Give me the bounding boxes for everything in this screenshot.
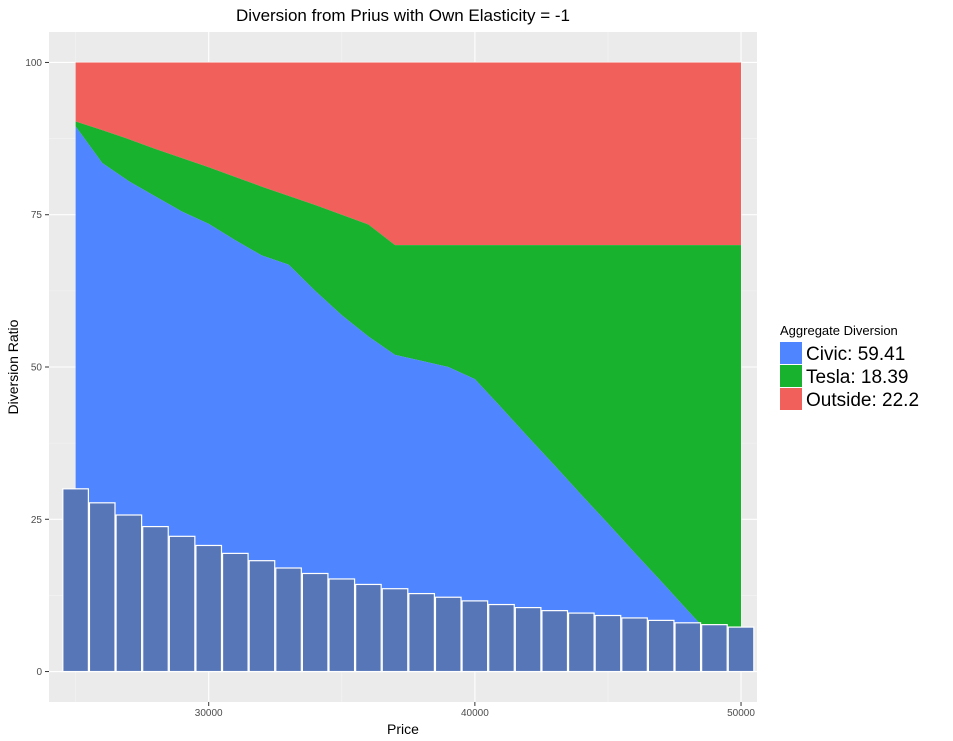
y-tick-label: 100 — [25, 58, 42, 69]
legend-label-outside: Outside: 22.2 — [806, 390, 919, 411]
chart-title: Diversion from Prius with Own Elasticity… — [236, 6, 570, 25]
bar — [541, 610, 569, 673]
bar — [434, 596, 462, 673]
bar — [275, 567, 302, 673]
x-tick-label: 40000 — [461, 708, 489, 719]
x-axis: 30000 40000 50000 — [195, 702, 755, 719]
x-tick-label: 30000 — [195, 708, 223, 719]
bar — [301, 572, 329, 673]
bar — [674, 622, 702, 673]
y-tick-label: 0 — [36, 667, 42, 678]
legend-key-outside — [780, 388, 802, 410]
bar — [142, 525, 169, 673]
x-axis-title: Price — [387, 721, 419, 737]
area-tesla — [75, 121, 742, 669]
bar — [594, 614, 622, 673]
legend-label-tesla: Tesla: 18.39 — [806, 367, 908, 388]
bar — [381, 588, 409, 673]
bar — [168, 535, 196, 673]
bar — [701, 624, 728, 673]
legend-label-civic: Civic: 59.41 — [806, 344, 905, 365]
bar — [88, 502, 116, 673]
x-tick-label: 50000 — [727, 708, 755, 719]
bar — [195, 544, 223, 673]
legend-title: Aggregate Diversion — [780, 323, 898, 338]
bar — [248, 560, 276, 673]
bar — [514, 606, 542, 673]
legend-key-civic — [780, 342, 802, 364]
bar — [621, 617, 648, 673]
bar — [727, 626, 755, 673]
y-axis-title: Diversion Ratio — [5, 319, 21, 414]
y-tick-label: 75 — [31, 210, 43, 221]
bar — [408, 592, 436, 673]
y-tick-label: 50 — [31, 363, 43, 374]
bar — [355, 583, 382, 673]
bar — [62, 488, 89, 673]
area-outside — [75, 62, 742, 246]
bar — [488, 603, 515, 673]
y-tick-label: 25 — [31, 515, 43, 526]
bar — [647, 619, 675, 673]
bar — [567, 612, 595, 673]
legend: Aggregate Diversion Civic: 59.41 Tesla: … — [780, 323, 919, 411]
y-axis: 0 25 50 75 100 — [25, 58, 49, 678]
area-civic — [75, 126, 742, 672]
legend-key-tesla — [780, 365, 802, 387]
bar — [461, 600, 489, 673]
bar — [115, 514, 143, 673]
bar — [328, 578, 356, 673]
bars — [62, 488, 755, 673]
bar — [221, 552, 249, 673]
